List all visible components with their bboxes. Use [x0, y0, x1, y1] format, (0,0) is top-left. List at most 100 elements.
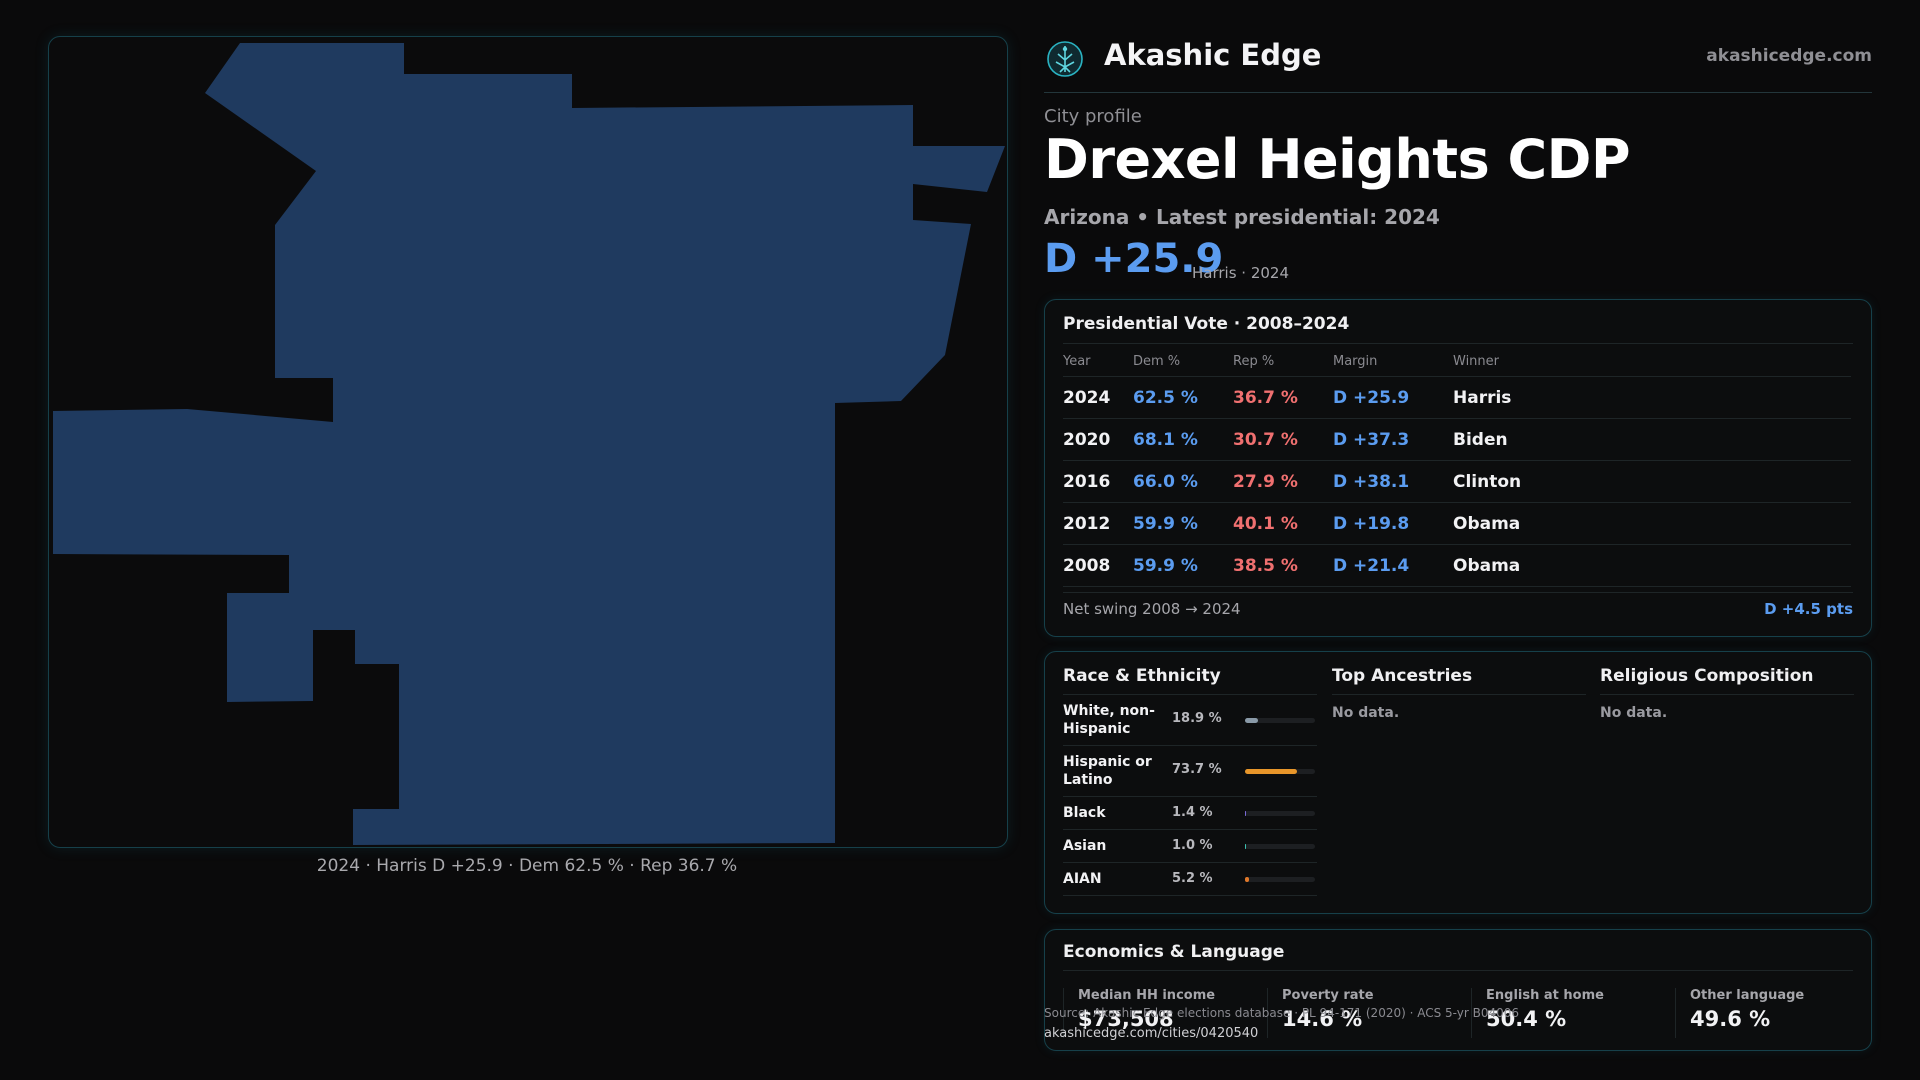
race-share-bar — [1245, 844, 1315, 849]
cell-dem: 62.5 % — [1133, 376, 1233, 419]
cell-dem: 66.0 % — [1133, 460, 1233, 503]
religion-title: Religious Composition — [1600, 666, 1854, 695]
column-header-winner: Winner — [1453, 346, 1851, 377]
economics-title: Economics & Language — [1063, 942, 1285, 962]
race-share-fill — [1245, 769, 1297, 774]
headline-margin: D +25.9 — [1044, 236, 1224, 282]
cell-winner: Obama — [1453, 502, 1851, 545]
race-percent: 18.9 % — [1172, 711, 1222, 726]
presidential-vote-table: Year Dem % Rep % Margin Winner 2024 62.5… — [1063, 346, 1851, 587]
stat-median-income: Median HH income $73,508 — [1063, 988, 1268, 1038]
table-row: 2012 59.9 % 40.1 % D +19.8 Obama — [1063, 502, 1851, 545]
table-row: 2024 62.5 % 36.7 % D +25.9 Harris — [1063, 376, 1851, 419]
race-share-fill — [1245, 718, 1259, 723]
cell-rep: 30.7 % — [1233, 418, 1333, 461]
race-percent: 1.4 % — [1172, 805, 1213, 820]
race-share-bar — [1245, 718, 1315, 723]
stat-label: Poverty rate — [1282, 988, 1374, 1003]
column-header-rep: Rep % — [1233, 346, 1333, 377]
race-name: AIAN — [1063, 871, 1102, 887]
divider — [1063, 343, 1853, 344]
divider — [1063, 970, 1853, 971]
list-item: Asian 1.0 % — [1063, 830, 1317, 863]
page-title: Drexel Heights CDP — [1044, 128, 1631, 191]
list-item: Black 1.4 % — [1063, 797, 1317, 830]
stat-poverty-rate: Poverty rate 14.6 % — [1267, 988, 1472, 1038]
religion-section: Religious Composition No data. — [1600, 666, 1854, 721]
brand-name[interactable]: Akashic Edge — [1104, 38, 1322, 72]
race-ethnicity-title: Race & Ethnicity — [1063, 666, 1317, 695]
column-header-margin: Margin — [1333, 346, 1453, 377]
column-header-year: Year — [1063, 346, 1133, 377]
stat-english-at-home: English at home 50.4 % — [1471, 988, 1676, 1038]
net-swing-value: D +4.5 pts — [1764, 600, 1853, 618]
list-item: AIAN 5.2 % — [1063, 863, 1317, 896]
stat-other-language: Other language 49.6 % — [1675, 988, 1880, 1038]
ancestries-empty: No data. — [1332, 705, 1400, 721]
race-ethnicity-section: Race & Ethnicity White, non-Hispanic 18.… — [1063, 666, 1317, 896]
stat-label: Median HH income — [1078, 988, 1216, 1003]
stat-value: $73,508 — [1078, 1007, 1174, 1031]
presidential-vote-title: Presidential Vote · 2008–2024 — [1063, 314, 1350, 334]
race-name: Hispanic or Latino — [1063, 754, 1152, 788]
brand-header: Akashic Edge akashicedge.com — [1044, 34, 1872, 93]
cell-margin: D +38.1 — [1333, 460, 1453, 503]
city-boundary-map[interactable] — [48, 36, 1008, 848]
page-subtitle: Arizona • Latest presidential: 2024 — [1044, 205, 1440, 229]
stat-label: English at home — [1486, 988, 1604, 1003]
race-name: Black — [1063, 805, 1106, 821]
race-share-fill — [1245, 844, 1247, 849]
tree-of-life-icon[interactable] — [1046, 40, 1084, 78]
cell-winner: Biden — [1453, 418, 1851, 461]
demographics-card: Race & Ethnicity White, non-Hispanic 18.… — [1044, 651, 1872, 914]
page-url-link[interactable]: akashicedge.com/cities/0420540 — [1044, 1026, 1259, 1041]
race-percent: 5.2 % — [1172, 871, 1213, 886]
table-row: 2008 59.9 % 38.5 % D +21.4 Obama — [1063, 544, 1851, 587]
stat-value: 49.6 % — [1690, 1007, 1771, 1031]
cell-margin: D +37.3 — [1333, 418, 1453, 461]
race-percent: 73.7 % — [1172, 762, 1222, 777]
cell-year: 2012 — [1063, 502, 1133, 545]
brand-url-link[interactable]: akashicedge.com — [1706, 46, 1872, 66]
cell-rep: 36.7 % — [1233, 376, 1333, 419]
race-share-bar — [1245, 811, 1315, 816]
race-name: Asian — [1063, 838, 1107, 854]
race-percent: 1.0 % — [1172, 838, 1213, 853]
cell-rep: 38.5 % — [1233, 544, 1333, 587]
city-boundary-shape — [53, 43, 1005, 845]
race-share-bar — [1245, 877, 1315, 882]
cell-rep: 40.1 % — [1233, 502, 1333, 545]
cell-dem: 59.9 % — [1133, 544, 1233, 587]
cell-winner: Clinton — [1453, 460, 1851, 503]
stat-value: 50.4 % — [1486, 1007, 1567, 1031]
presidential-vote-card: Presidential Vote · 2008–2024 Year Dem %… — [1044, 299, 1872, 637]
list-item: White, non-Hispanic 18.9 % — [1063, 695, 1317, 746]
cell-dem: 59.9 % — [1133, 502, 1233, 545]
cell-rep: 27.9 % — [1233, 460, 1333, 503]
headline-margin-note: Harris · 2024 — [1192, 264, 1290, 282]
net-swing-label: Net swing 2008 → 2024 — [1063, 600, 1241, 618]
race-share-bar — [1245, 769, 1315, 774]
cell-year: 2020 — [1063, 418, 1133, 461]
ancestries-title: Top Ancestries — [1332, 666, 1586, 695]
table-header-row: Year Dem % Rep % Margin Winner — [1063, 346, 1851, 377]
cell-winner: Harris — [1453, 376, 1851, 419]
cell-year: 2008 — [1063, 544, 1133, 587]
stat-value: 14.6 % — [1282, 1007, 1363, 1031]
table-row: 2016 66.0 % 27.9 % D +38.1 Clinton — [1063, 460, 1851, 503]
economics-card: Economics & Language Median HH income $7… — [1044, 929, 1872, 1051]
cell-winner: Obama — [1453, 544, 1851, 587]
race-name: White, non-Hispanic — [1063, 703, 1155, 737]
cell-margin: D +19.8 — [1333, 502, 1453, 545]
race-ethnicity-list: White, non-Hispanic 18.9 % Hispanic or L… — [1063, 695, 1317, 896]
stat-label: Other language — [1690, 988, 1805, 1003]
source-note: Source: Akashic Edge elections database … — [1044, 1006, 1520, 1020]
table-row: 2020 68.1 % 30.7 % D +37.3 Biden — [1063, 418, 1851, 461]
race-share-fill — [1245, 811, 1247, 816]
ancestries-section: Top Ancestries No data. — [1332, 666, 1586, 721]
column-header-dem: Dem % — [1133, 346, 1233, 377]
cell-year: 2024 — [1063, 376, 1133, 419]
map-svg — [53, 43, 1005, 845]
net-swing-row: Net swing 2008 → 2024 D +4.5 pts — [1063, 592, 1853, 629]
religion-empty: No data. — [1600, 705, 1668, 721]
